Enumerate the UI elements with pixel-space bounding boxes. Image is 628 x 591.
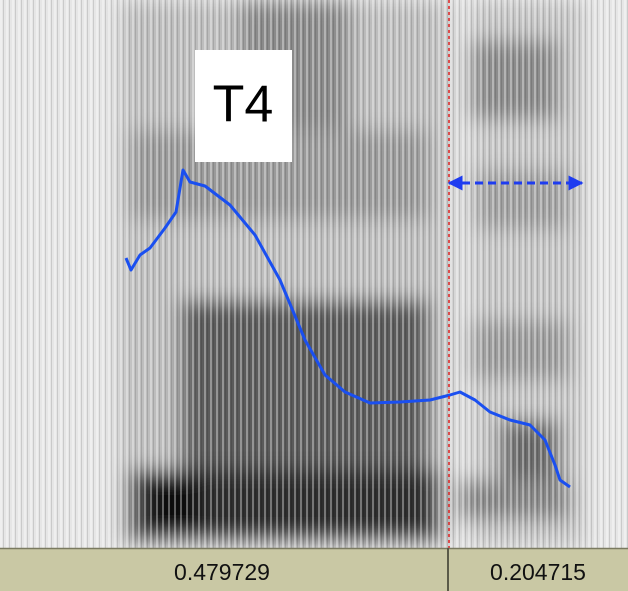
spectrogram	[0, 0, 628, 548]
tone-label: T4	[213, 76, 274, 134]
interval-duration: 0.479729	[174, 559, 270, 585]
pitch-contour	[124, 168, 571, 489]
label-box	[195, 50, 292, 162]
interval-duration: 0.204715	[490, 559, 586, 585]
interval-bar: 0.479729 0.204715	[0, 547, 628, 591]
